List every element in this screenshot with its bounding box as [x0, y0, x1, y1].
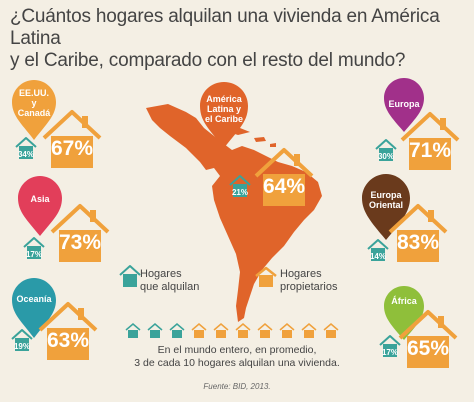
label-latam: América Latina y el Caribe [200, 94, 248, 124]
own-pct-africa: 65% [407, 337, 450, 360]
legend-rent-icon [119, 265, 141, 288]
own-pct-eeuu: 67% [51, 137, 94, 160]
summary-house-7 [257, 323, 273, 338]
legend-rent: Hogares que alquilan [140, 268, 199, 294]
summary-house-9 [301, 323, 317, 338]
label-europa: Europa [388, 99, 420, 109]
title-line-1: ¿Cuántos hogares alquilan una vivienda e… [10, 6, 440, 49]
latin-america-map [146, 104, 322, 322]
own-pct-oceania: 63% [47, 329, 90, 352]
legend-own-line2: propietarios [280, 281, 338, 293]
rent-pct-latam: 21% [231, 188, 248, 197]
rent-pct-eeuu: 34% [17, 150, 34, 159]
label-latam-line1: América [206, 94, 242, 104]
title-line-2: y el Caribe, comparado con el resto del … [10, 50, 406, 71]
label-eeuu-line2: y [31, 98, 37, 108]
summary-house-row [125, 323, 339, 338]
legend-rent-line1: Hogares [140, 268, 182, 280]
rent-pct-africa: 17% [381, 348, 398, 357]
pin-eeuu [12, 80, 56, 140]
infographic-title: ¿Cuántos hogares alquilan una vivienda e… [10, 6, 466, 72]
summary-text: En el mundo entero, en promedio, 3 de ca… [110, 344, 364, 370]
summary-house-5 [213, 323, 229, 338]
rent-pct-europa-oriental: 14% [369, 252, 386, 261]
label-latam-line2: Latina y [206, 104, 241, 114]
label-africa: África [391, 296, 417, 306]
summary-line1: En el mundo entero, en promedio, [157, 344, 317, 356]
label-eo-line1: Europa [370, 190, 402, 200]
own-pct-asia: 73% [59, 231, 102, 254]
label-latam-line3: el Caribe [204, 114, 244, 124]
own-pct-europa: 71% [409, 139, 452, 162]
rent-pct-asia: 17% [25, 250, 42, 259]
legend-own-icon [255, 266, 277, 287]
summary-house-3 [169, 323, 185, 338]
legend-own-line1: Hogares [280, 268, 322, 280]
source-note: Fuente: BID, 2013. [203, 382, 271, 391]
label-europa-oriental: Europa Oriental [362, 190, 410, 210]
summary-house-10 [323, 323, 339, 338]
own-pct-latam: 64% [263, 175, 306, 198]
summary-house-1 [125, 323, 141, 338]
legend-own: Hogares propietarios [280, 268, 337, 294]
pin-europa [384, 78, 424, 132]
own-pct-europa-oriental: 83% [397, 231, 440, 254]
label-asia: Asia [30, 194, 50, 204]
summary-house-6 [235, 323, 251, 338]
pin-latam [200, 82, 248, 148]
label-eeuu-line1: EE.UU. [18, 88, 49, 98]
summary-house-8 [279, 323, 295, 338]
label-eeuu-line3: Canadá [17, 108, 51, 118]
legend-rent-line2: que alquilan [140, 281, 200, 293]
summary-line2: 3 de cada 10 hogares alquilan una vivien… [134, 357, 340, 369]
label-eeuu: EE.UU. y Canadá [14, 88, 54, 118]
label-eo-line2: Oriental [368, 200, 403, 210]
rent-pct-oceania: 19% [13, 342, 30, 351]
summary-house-4 [191, 323, 207, 338]
pin-asia [18, 176, 62, 236]
rent-pct-europa: 30% [377, 152, 394, 161]
summary-house-2 [147, 323, 163, 338]
label-oceania: Oceanía [16, 294, 52, 304]
